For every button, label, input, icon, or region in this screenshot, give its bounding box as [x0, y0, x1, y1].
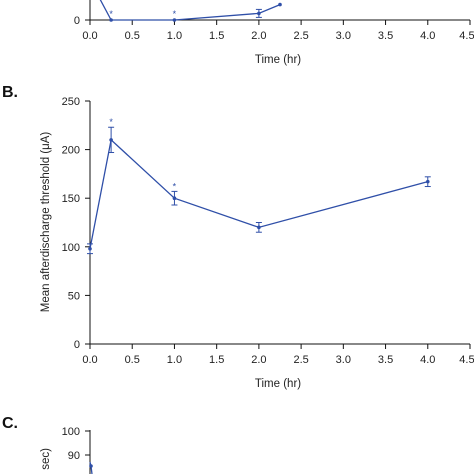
panel-b-x-tick-label: 0.0: [82, 354, 97, 366]
panel-b-y-tick-label: 250: [62, 96, 80, 108]
panel-c-y-axis-title-fragment: sec): [40, 448, 52, 470]
panel-b-series: [88, 138, 430, 251]
panel-b-x-tick-label: 2.0: [251, 354, 266, 366]
panel-a-significance: * *: [109, 9, 176, 19]
panel-a-x-tick-label: 0.0: [82, 30, 97, 42]
panel-b-y-tick-label: 100: [62, 242, 80, 254]
panel-c-y-tick-label-90: 90: [68, 450, 80, 462]
panel-a-x-tick-label: 1.0: [167, 30, 182, 42]
panel-a-x-tick-label: 4.0: [420, 30, 435, 42]
panel-b-y-tick-label: 50: [68, 290, 80, 302]
panel-b-significance: **: [109, 117, 176, 191]
panel-a-series: [99, 0, 282, 22]
panel-b-x-ticks: 0.0 0.5 1.0 1.5 2.0 2.5 3.0 3.5 4.0 4.50: [82, 344, 474, 366]
panel-a-x-tick-label: 3.5: [378, 30, 393, 42]
panel-b-y-tick-label: 200: [62, 145, 80, 157]
panel-b-x-tick-label: 3.5: [378, 354, 393, 366]
panel-a-x-axis-title: Time (hr): [255, 54, 301, 66]
panel-b-x-tick-label: 0.5: [125, 354, 140, 366]
panel-b-x-tick-label: 4.50: [459, 354, 474, 366]
panel-b-x-tick-label: 1.0: [167, 354, 182, 366]
panel-a-significance-mark: *: [173, 9, 177, 19]
panel-a-x-tick-label: 0.5: [125, 30, 140, 42]
panel-b-x-tick-label: 2.5: [293, 354, 308, 366]
panel-b-x-tick-label: 4.0: [420, 354, 435, 366]
panel-b: B. 0 50 100 150 200 250 0.0 0.5 1.0 1.5 2.0 2.5 3.0…: [2, 84, 474, 390]
panel-b-x-axis-title: Time (hr): [255, 378, 301, 390]
panel-b-x-tick-label: 3.0: [336, 354, 351, 366]
panel-c-label: C.: [2, 415, 18, 432]
panel-a-data-point: [278, 2, 282, 7]
panel-b-y-tick-label: 150: [62, 193, 80, 205]
panel-b-label: B.: [2, 84, 18, 101]
panel-b-error-bars: [87, 126, 431, 255]
panel-b-significance-mark: *: [109, 117, 113, 127]
panel-a-y-tick-label: 0: [74, 15, 80, 27]
panel-a-x-ticks: 0.0 0.5 1.0 1.5 2.0 2.5 3.0 3.5 4.0 4.50: [82, 20, 474, 42]
panel-a-x-tick-label: 3.0: [336, 30, 351, 42]
panel-c: C. 100 90 sec): [2, 415, 93, 474]
panel-b-x-tick-label: 1.5: [209, 354, 224, 366]
panel-a-data-point: [109, 18, 113, 22]
panel-b-y-ticks: 0 50 100 150 200 250: [62, 96, 90, 351]
panel-a-x-tick-label: 1.5: [209, 30, 224, 42]
panel-a-x-tick-label: 2.0: [251, 30, 266, 42]
panel-c-point: [89, 464, 93, 468]
panel-a-series-line: [99, 0, 281, 21]
panel-b-y-axis-title: Mean afterdischarge threshold (μA): [40, 132, 52, 313]
panel-a-data-point: [172, 18, 177, 22]
panel-a-x-tick-label: 4.50: [459, 30, 474, 42]
panel-b-significance-mark: *: [173, 181, 177, 191]
panel-a-significance-mark: *: [109, 9, 113, 19]
panel-a-x-tick-label: 2.5: [293, 30, 308, 42]
panel-a: 0.00.51.01.52.02.53.03.54.04.50 0 ** Tim…: [74, 0, 474, 66]
panel-c-y-tick-label-100: 100: [62, 426, 80, 438]
panel-b-y-tick-label: 0: [74, 339, 80, 351]
